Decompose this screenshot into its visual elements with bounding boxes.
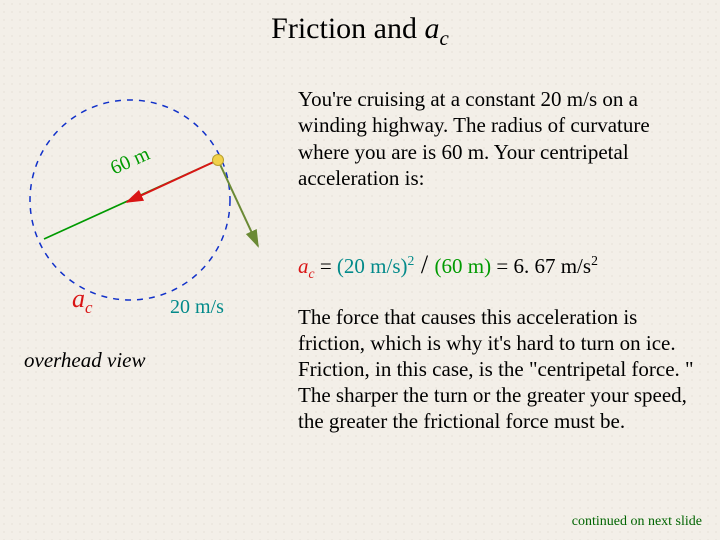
ac-label-a: a [72,284,85,313]
formula-p1: (20 m/s) [337,254,408,278]
speed-label: 20 m/s [170,296,224,319]
overhead-diagram: 60 m ac 20 m/s overhead view [20,90,280,430]
title-c: c [439,26,448,50]
paragraph-explain: The force that causes this acceleration … [298,304,696,434]
ac-label-c: c [85,298,93,317]
formula-sq2: 2 [591,253,598,268]
car-dot [213,155,224,166]
ac-label: ac [72,284,93,318]
formula-slash: / [414,250,434,279]
title-text: Friction and [271,12,424,45]
formula-eq2: = 6. 67 m/s [491,254,591,278]
diagram-caption: overhead view [24,348,146,373]
paragraph-intro: You're cruising at a constant 20 m/s on … [298,86,696,191]
formula-line: ac = (20 m/s)2 / (60 m) = 6. 67 m/s2 [298,250,696,282]
formula-a: a [298,254,309,278]
formula-eq: = [315,254,337,278]
continued-label: continued on next slide [572,514,702,530]
formula-p2: (60 m) [435,254,492,278]
speed-arrow [218,160,258,246]
slide-title: Friction and ac [0,12,720,51]
title-a: a [424,12,439,45]
diagram-svg [20,90,280,430]
